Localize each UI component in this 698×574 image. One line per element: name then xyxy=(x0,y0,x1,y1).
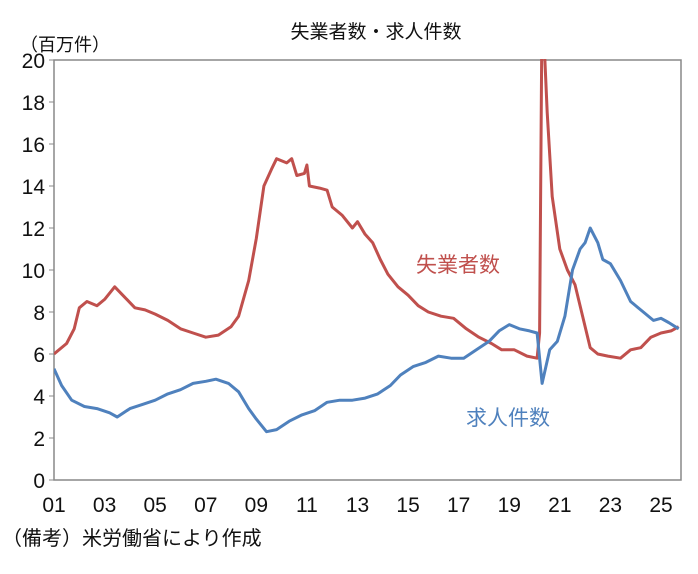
source-note: （備考）米労働省により作成 xyxy=(2,526,262,550)
x-tick-label: 01 xyxy=(42,494,65,517)
x-tick-label: 03 xyxy=(93,494,116,517)
y-tick-label: 18 xyxy=(22,92,45,115)
x-tick-label: 25 xyxy=(649,494,672,517)
y-tick-label: 8 xyxy=(33,302,45,325)
x-tick-label: 09 xyxy=(245,494,268,517)
x-tick-label: 07 xyxy=(194,494,217,517)
y-tick-label: 0 xyxy=(33,470,45,493)
y-axis-label: （百万件） xyxy=(20,35,110,56)
annotation-unemployed: 失業者数 xyxy=(416,253,500,277)
series-lines xyxy=(54,59,680,434)
y-tick-label: 16 xyxy=(22,134,45,157)
x-tick-label: 19 xyxy=(498,494,521,517)
series-line-job-openings xyxy=(54,226,680,434)
plot-frame xyxy=(53,59,682,481)
y-tick-label: 12 xyxy=(22,218,45,241)
y-tick-label: 20 xyxy=(22,50,45,73)
x-tick-label: 05 xyxy=(143,494,166,517)
x-tick-label: 17 xyxy=(447,494,470,517)
y-axis: 0 2 4 6 8 10 12 14 16 18 20 xyxy=(22,50,54,493)
x-tick-label: 11 xyxy=(296,494,318,517)
y-tick-label: 6 xyxy=(33,344,45,367)
x-tick-label: 23 xyxy=(599,494,622,517)
series-line-unemployed xyxy=(54,59,680,360)
y-tick-label: 10 xyxy=(22,260,45,283)
x-tick-label: 15 xyxy=(396,494,419,517)
x-axis: 01 03 05 07 09 11 13 15 17 19 21 23 25 xyxy=(42,494,672,517)
x-tick-label: 13 xyxy=(346,494,369,517)
y-tick-label: 2 xyxy=(33,428,45,451)
y-tick-label: 14 xyxy=(22,176,46,199)
x-tick-label: 21 xyxy=(548,494,571,517)
y-tick-label: 4 xyxy=(33,386,45,409)
chart-title: 失業者数・求人件数 xyxy=(290,21,461,43)
annotation-job-openings: 求人件数 xyxy=(466,406,550,430)
